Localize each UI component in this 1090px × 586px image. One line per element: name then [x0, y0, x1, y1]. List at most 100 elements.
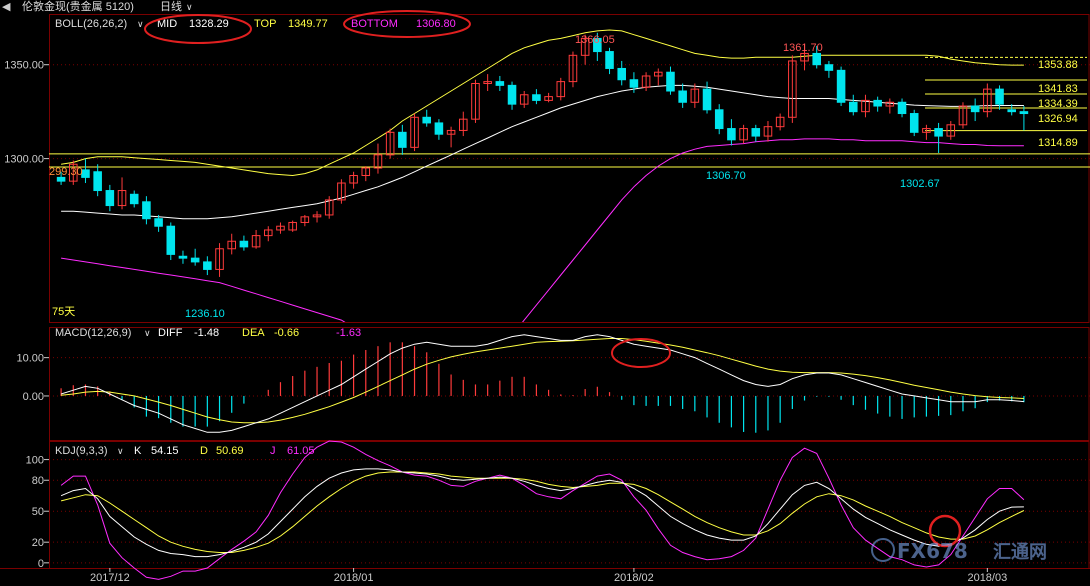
candle: [836, 66, 846, 107]
kdj-d-line: [60, 471, 1025, 553]
x-tick-label: 2017/12: [90, 572, 130, 584]
chevron-down-icon[interactable]: ∨: [137, 19, 144, 29]
candle-body-up: [337, 182, 346, 201]
candle: [580, 34, 590, 65]
watermark-cn: 汇通网: [993, 542, 1047, 563]
candle-body-up: [361, 167, 371, 177]
kdj-layer: [60, 440, 1025, 580]
candle-body-down: [593, 37, 602, 53]
candle: [727, 119, 736, 146]
candle-body-up: [983, 88, 992, 113]
chart-title: 伦敦金现(贵金属 5120): [22, 0, 134, 13]
candle: [654, 68, 663, 86]
candle-body-up: [300, 216, 310, 223]
candle: [702, 81, 712, 114]
candle: [849, 94, 858, 116]
candle-body-down: [239, 240, 249, 248]
price-axis-tick-label: 1300.00: [4, 154, 44, 166]
left-price-label: 299.30: [49, 166, 83, 178]
candle: [763, 121, 773, 142]
candle: [410, 113, 419, 152]
candle-body-down: [178, 255, 188, 259]
levels-layer: [49, 56, 1090, 168]
candle-body-down: [824, 64, 834, 71]
boll-lower-line: [61, 138, 1024, 322]
candle-body-up: [519, 94, 529, 105]
kdj-axis-tick-label: 50: [32, 506, 44, 518]
boll-top-value: 1349.77: [288, 18, 328, 30]
candle: [178, 250, 188, 264]
candle: [983, 83, 992, 118]
candle-body-down: [142, 201, 151, 220]
macd-dea-label: DEA: [242, 327, 265, 339]
low-1-label: 1236.10: [185, 308, 225, 320]
candle: [312, 211, 322, 223]
candle: [324, 196, 334, 219]
candle-body-down: [629, 79, 639, 88]
x-tick-label: 2018/01: [334, 572, 374, 584]
high-1-label: 1366.05: [575, 34, 615, 46]
watermark-text: FX678: [897, 539, 968, 563]
boll-bottom-label: BOTTOM: [351, 18, 398, 30]
candle-body-up: [446, 129, 456, 135]
macd-diff-line: [60, 334, 1024, 433]
kdj-label[interactable]: KDJ(9,3,3): [55, 445, 108, 457]
candle: [154, 214, 163, 232]
candle: [934, 122, 943, 153]
candle-body-down: [495, 81, 505, 86]
back-arrow-icon[interactable]: ◀: [2, 1, 11, 13]
candle-body-down: [727, 128, 736, 141]
candle-body-up: [800, 52, 809, 62]
candle: [617, 60, 626, 86]
candle: [593, 32, 602, 61]
candle: [373, 143, 383, 174]
macd-axis-tick-label: 0.00: [23, 391, 44, 403]
bollinger-layer: [61, 29, 1024, 322]
candle-body-down: [203, 261, 212, 270]
candle-body-up: [654, 71, 663, 77]
level-1341-83: 1341.83: [1038, 83, 1078, 95]
mid-highlight-circle: [144, 14, 252, 44]
chevron-down-icon[interactable]: ∨: [117, 446, 124, 456]
kdj-axis-tick-label: 20: [32, 537, 44, 549]
candle: [641, 72, 651, 91]
candle: [909, 109, 919, 137]
candle: [519, 91, 529, 108]
kdj-header: KDJ(9,3,3) ∨ K 54.15 D 50.69 J 61.05: [55, 445, 962, 548]
macd-header: MACD(12,26,9) ∨ DIFF -1.48 DEA -0.66 -1.…: [55, 327, 671, 368]
candle: [532, 89, 541, 105]
candle-body-up: [215, 248, 224, 270]
macd-panel-frame: [49, 327, 1090, 441]
candle-body-up: [946, 124, 956, 137]
candle-body-down: [812, 52, 821, 66]
candle-body-up: [556, 81, 566, 98]
candle: [861, 94, 870, 118]
candle-body-down: [434, 122, 444, 135]
candle-body-down: [995, 88, 1004, 105]
candle: [556, 77, 566, 101]
chevron-down-icon[interactable]: ∨: [186, 2, 193, 12]
period-selector[interactable]: 日线: [160, 0, 182, 13]
candle-body-up: [763, 126, 773, 137]
candle-body-up: [288, 221, 297, 231]
kdj-k-label: K: [134, 445, 142, 457]
candle-body-up: [276, 225, 285, 231]
macd-label[interactable]: MACD(12,26,9): [55, 327, 131, 339]
boll-top-label: TOP: [254, 18, 276, 30]
boll-mid-line: [61, 84, 1024, 220]
candle: [264, 226, 273, 242]
candle: [788, 55, 797, 123]
boll-label[interactable]: BOLL(26,26,2): [55, 18, 127, 30]
candle-body-down: [398, 131, 407, 148]
bottom-highlight-circle: [343, 10, 471, 38]
candle-body-down: [836, 69, 846, 103]
kdj-axis-tick-label: 0: [38, 558, 44, 570]
chevron-down-icon[interactable]: ∨: [144, 328, 151, 338]
candle-body-up: [483, 81, 492, 84]
candle-body-down: [422, 116, 431, 124]
candle: [1019, 106, 1029, 131]
macd-dea-value: -0.66: [274, 327, 299, 339]
candle-body-down: [166, 225, 176, 255]
x-tick-label: 2018/03: [967, 572, 1007, 584]
